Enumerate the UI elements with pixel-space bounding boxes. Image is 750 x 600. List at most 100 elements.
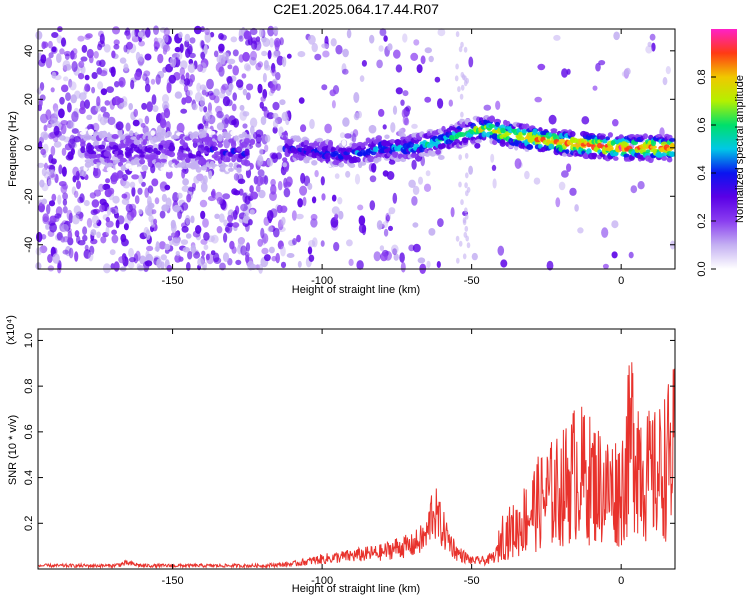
spectrogram-cell [611, 251, 618, 259]
spectrogram-cell [255, 36, 261, 43]
spectrogram-cell [141, 181, 146, 187]
spectrogram-cell [246, 83, 254, 91]
spectrogram-cell [161, 204, 170, 212]
spectrogram-cell [167, 235, 173, 241]
spectrogram-cell [67, 230, 73, 240]
spectrogram-cell [561, 68, 568, 78]
spectrogram-cell [191, 103, 198, 111]
spectrogram-cell [354, 173, 361, 185]
spectrogram-cell [202, 264, 207, 271]
spectrogram-cell [575, 142, 581, 147]
spectrogram-cell [308, 240, 316, 248]
spectrogram-cell [259, 28, 264, 38]
spectrogram-cell [152, 154, 159, 159]
spectrogram-cell [141, 102, 148, 110]
spectrogram-cell [426, 260, 431, 269]
spectrogram-y-tick-label: 20 [23, 93, 35, 105]
spectrogram-cell [348, 258, 354, 266]
spectrogram-cell [314, 170, 319, 178]
snr-y-ticks: 0.2 0.4 0.6 0.8 1.0 [23, 333, 675, 531]
spectrogram-cell [307, 182, 313, 190]
spectrogram-cell [237, 178, 246, 185]
spectrogram-cell [411, 159, 417, 170]
spectrogram-cell [86, 48, 94, 59]
spectrogram-cell [267, 50, 272, 60]
spectrogram-cell [90, 153, 98, 159]
spectrogram-cell [250, 50, 257, 61]
spectrogram-cell [637, 181, 645, 190]
spectrogram-cell [460, 84, 465, 91]
spectrogram-cell [204, 28, 210, 36]
spectrogram-cell [126, 41, 133, 50]
spectrogram-cell [190, 244, 197, 254]
spectrogram-cell [56, 35, 63, 44]
spectrogram-cell [392, 105, 398, 115]
spectrogram-cell [490, 153, 495, 163]
spectrogram-cell [61, 37, 66, 47]
spectrogram-cell [392, 192, 398, 204]
spectrogram-cell [83, 200, 90, 207]
spectrogram-cell [645, 45, 653, 54]
spectrogram-cell [581, 116, 590, 125]
spectrogram-cell [151, 209, 157, 215]
colorbar-gradient [711, 29, 737, 269]
spectrogram-cell [111, 134, 119, 139]
spectrogram-cell [164, 243, 171, 251]
spectrogram-cell [185, 147, 191, 152]
spectrogram-cell [243, 159, 251, 167]
spectrogram-cell [211, 146, 218, 151]
snr-y-axis-title: SNR (10 * v/v) [7, 415, 19, 485]
spectrogram-cell [218, 54, 226, 65]
spectrogram-cell [107, 116, 116, 126]
spectrogram-cell [386, 212, 392, 221]
spectrogram-cell [379, 245, 385, 252]
spectrogram-cell [96, 60, 102, 67]
spectrogram-cell [341, 139, 347, 147]
spectrogram-cell [130, 79, 135, 90]
spectrogram-cell [258, 148, 264, 156]
spectrogram-cell [464, 207, 468, 214]
spectrogram-cell [243, 164, 251, 171]
spectrogram-cell [240, 245, 247, 256]
spectrogram-cell [232, 65, 239, 76]
spectrogram-cell [176, 122, 185, 134]
spectrogram-cell [612, 119, 619, 127]
spectrogram-cell [468, 165, 473, 175]
spectrogram-cell [243, 212, 249, 220]
spectrogram-cell [562, 152, 568, 157]
spectrogram-cell [257, 83, 263, 94]
spectrogram-cell [113, 39, 120, 46]
spectrogram-cell [144, 115, 150, 125]
spectrogram-cell [58, 164, 63, 175]
spectrogram-cell [159, 118, 167, 129]
spectrogram-cell [110, 66, 116, 78]
spectrogram-cell [151, 94, 157, 105]
spectrogram-cell [495, 100, 501, 111]
spectrogram-cell [287, 140, 293, 146]
spectrogram-cell [143, 226, 150, 238]
spectrogram-cell [41, 167, 47, 177]
spectrogram-cell [395, 64, 403, 73]
spectrogram-cell [97, 43, 103, 51]
spectrogram-cell [78, 92, 87, 101]
spectrogram-cell [129, 181, 136, 189]
snr-x-tick-label: 0 [618, 575, 624, 587]
spectrogram-cell [321, 193, 326, 201]
spectrogram-cell [86, 217, 93, 228]
spectrogram-cell [267, 25, 275, 37]
spectrogram-cell [260, 116, 267, 126]
spectrogram-cell [145, 27, 151, 38]
spectrogram-cell [328, 141, 333, 147]
spectrogram-cell [115, 219, 120, 229]
spectrogram-cell [213, 95, 220, 104]
spectrogram-cell [423, 183, 432, 192]
spectrogram-cell [418, 176, 423, 185]
spectrogram-cell [335, 44, 343, 55]
spectrogram-cell [242, 192, 248, 203]
spectrogram-cell [329, 89, 337, 97]
spectrogram-cell [239, 104, 245, 111]
spectrogram-cell [92, 167, 101, 179]
spectrogram-cell [359, 75, 365, 82]
spectrogram-cell [182, 178, 190, 186]
